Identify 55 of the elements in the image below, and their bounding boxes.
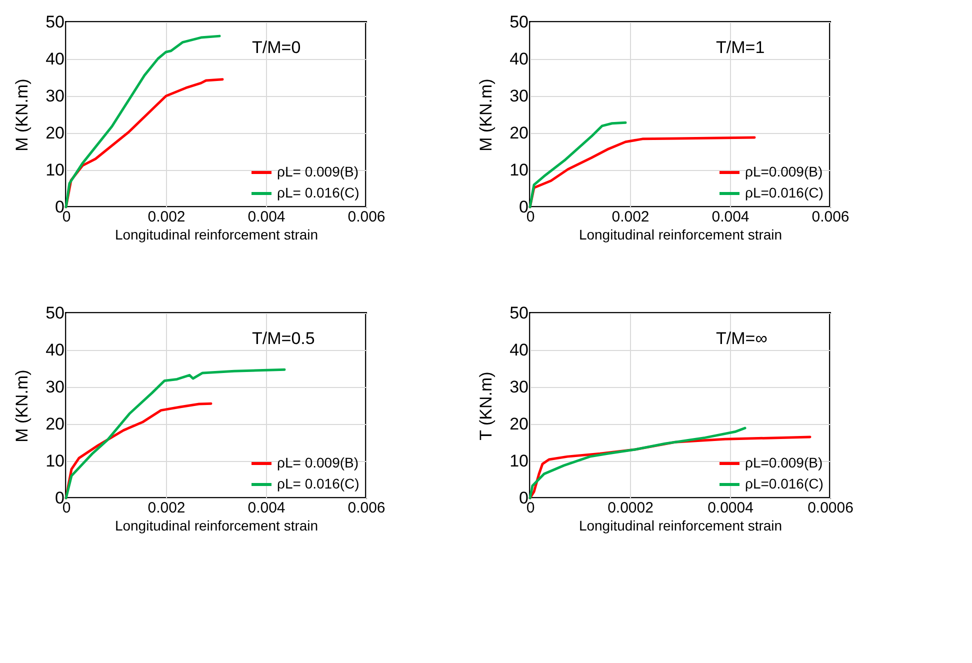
x-tick-label: 0.004 (248, 208, 286, 226)
line-series (64, 34, 221, 208)
y-tick-label: 20 (46, 124, 64, 142)
x-axis-title: Longitudinal reinforcement strain (578, 226, 782, 242)
y-axis-title: M (KN.m) (476, 78, 496, 152)
y-tick-label: 10 (46, 160, 64, 180)
y-tick-label: 40 (510, 50, 528, 68)
x-axis-title: Longitudinal reinforcement strain (114, 518, 318, 534)
y-tick-label: 50 (510, 304, 528, 322)
annotation: T/M=∞ (716, 328, 768, 348)
annotation: T/M=0.5 (252, 328, 315, 348)
legend-label: ρL=0.009(B) (745, 164, 823, 180)
x-tick-label: 0.006 (812, 208, 850, 226)
x-tick-label: 0.002 (148, 500, 186, 516)
y-tick-label: 10 (510, 160, 528, 180)
x-tick-label: 0.002 (612, 208, 650, 226)
x-axis-title: Longitudinal reinforcement strain (578, 518, 782, 534)
legend-label: ρL= 0.009(B) (277, 164, 359, 180)
line-series (528, 426, 746, 500)
legend-label: ρL= 0.009(B) (277, 454, 359, 470)
y-tick-label: 20 (510, 414, 528, 434)
x-tick-label: 0.004 (712, 208, 750, 226)
legend-label: ρL=0.016(C) (745, 476, 824, 492)
annotation: T/M=1 (716, 38, 765, 57)
legend-label: ρL= 0.016(C) (277, 184, 360, 200)
x-tick-label: 0.006 (348, 208, 386, 226)
y-tick-label: 50 (510, 12, 528, 32)
legend-label: ρL= 0.016(C) (277, 476, 360, 492)
y-tick-label: 40 (46, 50, 64, 68)
y-tick-label: 40 (46, 340, 64, 360)
y-axis-title: M (KN.m) (12, 78, 32, 152)
legend-label: ρL=0.009(B) (745, 454, 823, 470)
y-axis-title: T (KN.m) (476, 372, 496, 440)
y-tick-label: 30 (46, 86, 64, 106)
line-series (528, 121, 627, 208)
y-tick-label: 50 (46, 304, 64, 322)
y-axis-title: M (KN.m) (12, 370, 32, 442)
y-tick-label: 10 (46, 452, 64, 470)
y-tick-label: 30 (510, 86, 528, 106)
x-tick-label: 0.004 (248, 500, 286, 516)
y-tick-label: 40 (510, 340, 528, 360)
x-axis-title: Longitudinal reinforcement strain (114, 226, 318, 242)
y-tick-label: 10 (510, 452, 528, 470)
y-tick-label: 30 (510, 378, 528, 396)
x-tick-label: 0.0002 (608, 500, 654, 516)
annotation: T/M=0 (252, 38, 301, 57)
x-tick-label: 0.002 (148, 208, 186, 226)
x-tick-label: 0.006 (348, 500, 386, 516)
x-tick-label: 0.0004 (708, 500, 754, 516)
x-tick-label: 0.0006 (808, 500, 854, 516)
y-tick-label: 20 (510, 124, 528, 142)
y-tick-label: 50 (46, 12, 64, 32)
legend-label: ρL=0.016(C) (745, 184, 824, 200)
y-tick-label: 30 (46, 378, 64, 396)
y-tick-label: 20 (46, 414, 64, 434)
